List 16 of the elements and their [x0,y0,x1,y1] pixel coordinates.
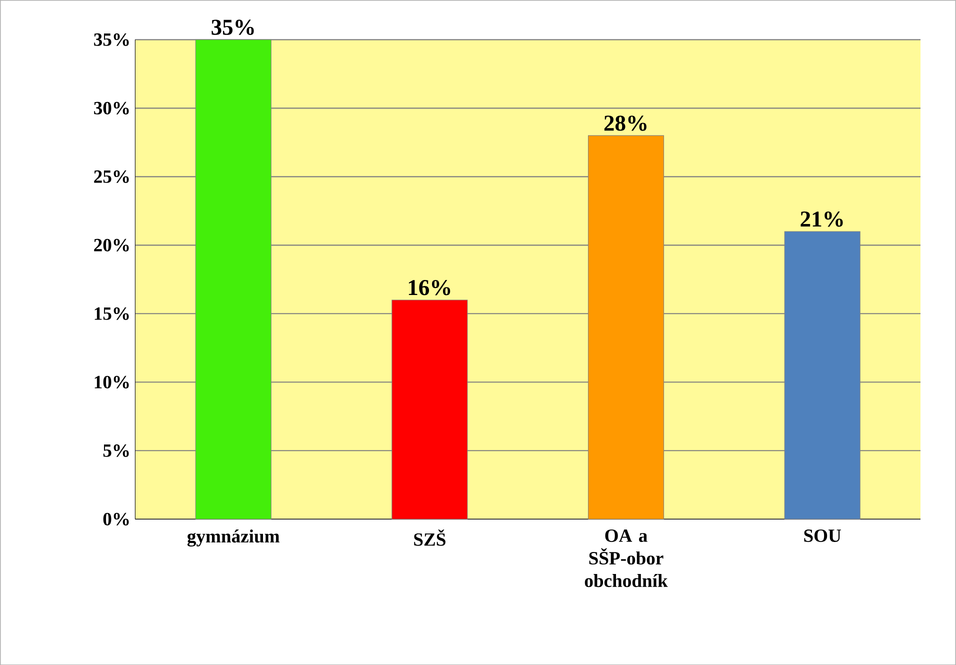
x-tick-label: SOU [804,529,841,542]
y-tick-label: 0% [103,512,129,526]
data-label: 16% [408,280,450,296]
y-tick-label: 35% [94,33,129,46]
y-tick-label: 10% [94,376,129,388]
y-tick-label: 20% [94,238,129,252]
data-label: 35% [212,20,254,35]
x-tick-label: SZŠ [414,529,446,546]
x-tick-label: OA a SŠP-obor obchodník [584,529,668,587]
data-label: 21% [800,211,843,227]
y-tick-label: 25% [94,170,129,183]
x-tick-label: gymnázium [187,529,280,546]
y-tick-label: 30% [94,102,129,114]
y-tick-label: 5% [103,444,129,457]
data-label: 28% [604,115,646,131]
y-tick-label: 15% [94,307,129,320]
